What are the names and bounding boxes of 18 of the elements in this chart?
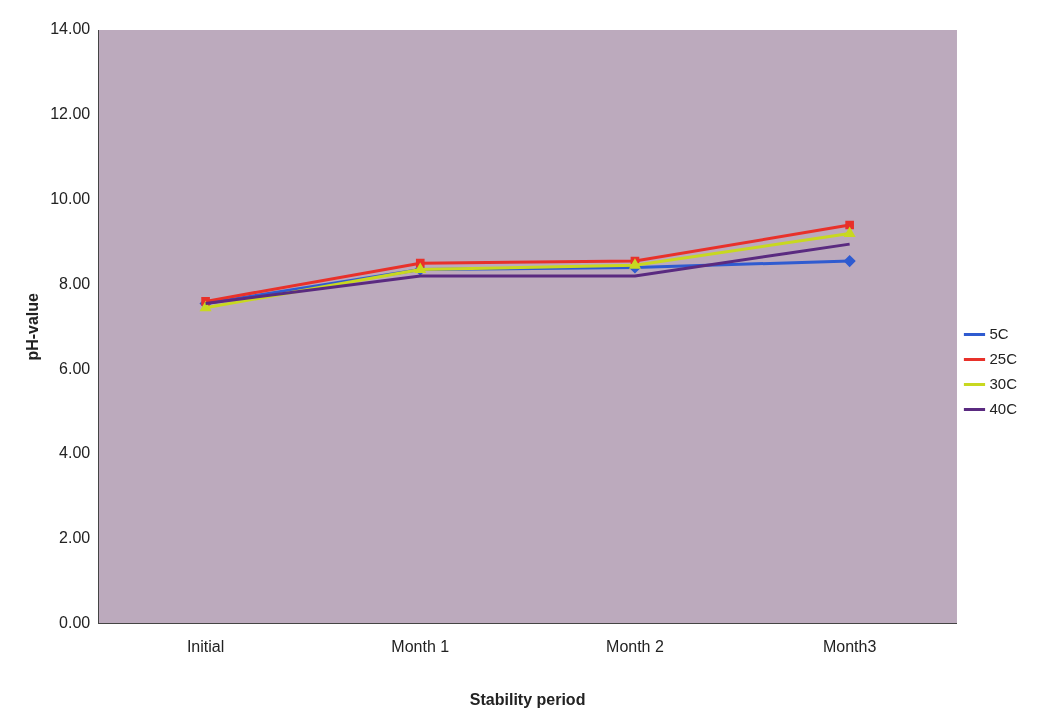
legend-label: 40C — [989, 399, 1018, 417]
y-tick-label: 10.00 — [50, 190, 91, 208]
legend-label: 25C — [989, 349, 1018, 367]
y-tick-label: 8.00 — [59, 274, 91, 292]
x-tick-label: Month 2 — [606, 637, 664, 655]
y-tick-label: 14.00 — [50, 20, 91, 38]
x-axis-title: Stability period — [469, 690, 586, 708]
y-tick-label: 12.00 — [50, 105, 91, 123]
y-tick-label: 6.00 — [59, 359, 91, 377]
legend-label: 30C — [989, 374, 1018, 392]
x-tick-label: Initial — [186, 637, 225, 655]
y-tick-label: 4.00 — [59, 444, 91, 462]
x-tick-label: Month 1 — [391, 637, 450, 655]
x-tick-label: Month3 — [822, 637, 877, 655]
y-tick-label: 0.00 — [59, 614, 91, 632]
legend-label: 5C — [989, 324, 1009, 342]
y-tick-label: 2.00 — [59, 529, 91, 547]
y-axis-title: pH-value — [24, 292, 42, 361]
